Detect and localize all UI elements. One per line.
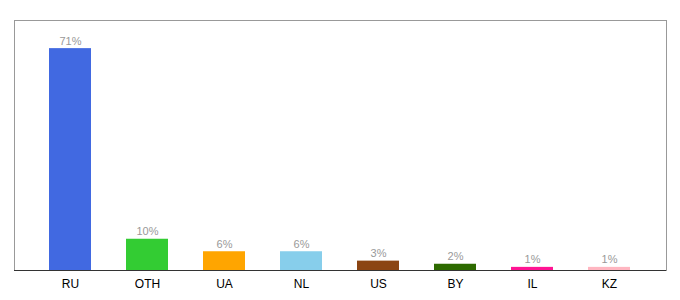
svg-text:71%: 71% (59, 35, 81, 47)
svg-text:IL: IL (527, 277, 537, 291)
svg-text:1%: 1% (525, 253, 541, 265)
svg-text:1%: 1% (602, 253, 618, 265)
svg-text:OTH: OTH (135, 277, 160, 291)
svg-text:BY: BY (447, 277, 463, 291)
svg-text:6%: 6% (217, 238, 233, 250)
svg-text:US: US (370, 277, 387, 291)
svg-text:2%: 2% (448, 250, 464, 262)
svg-text:UA: UA (216, 277, 233, 291)
svg-text:3%: 3% (371, 247, 387, 259)
svg-text:NL: NL (294, 277, 310, 291)
svg-text:KZ: KZ (602, 277, 617, 291)
svg-text:6%: 6% (294, 238, 310, 250)
svg-text:10%: 10% (136, 225, 158, 237)
svg-text:RU: RU (62, 277, 79, 291)
